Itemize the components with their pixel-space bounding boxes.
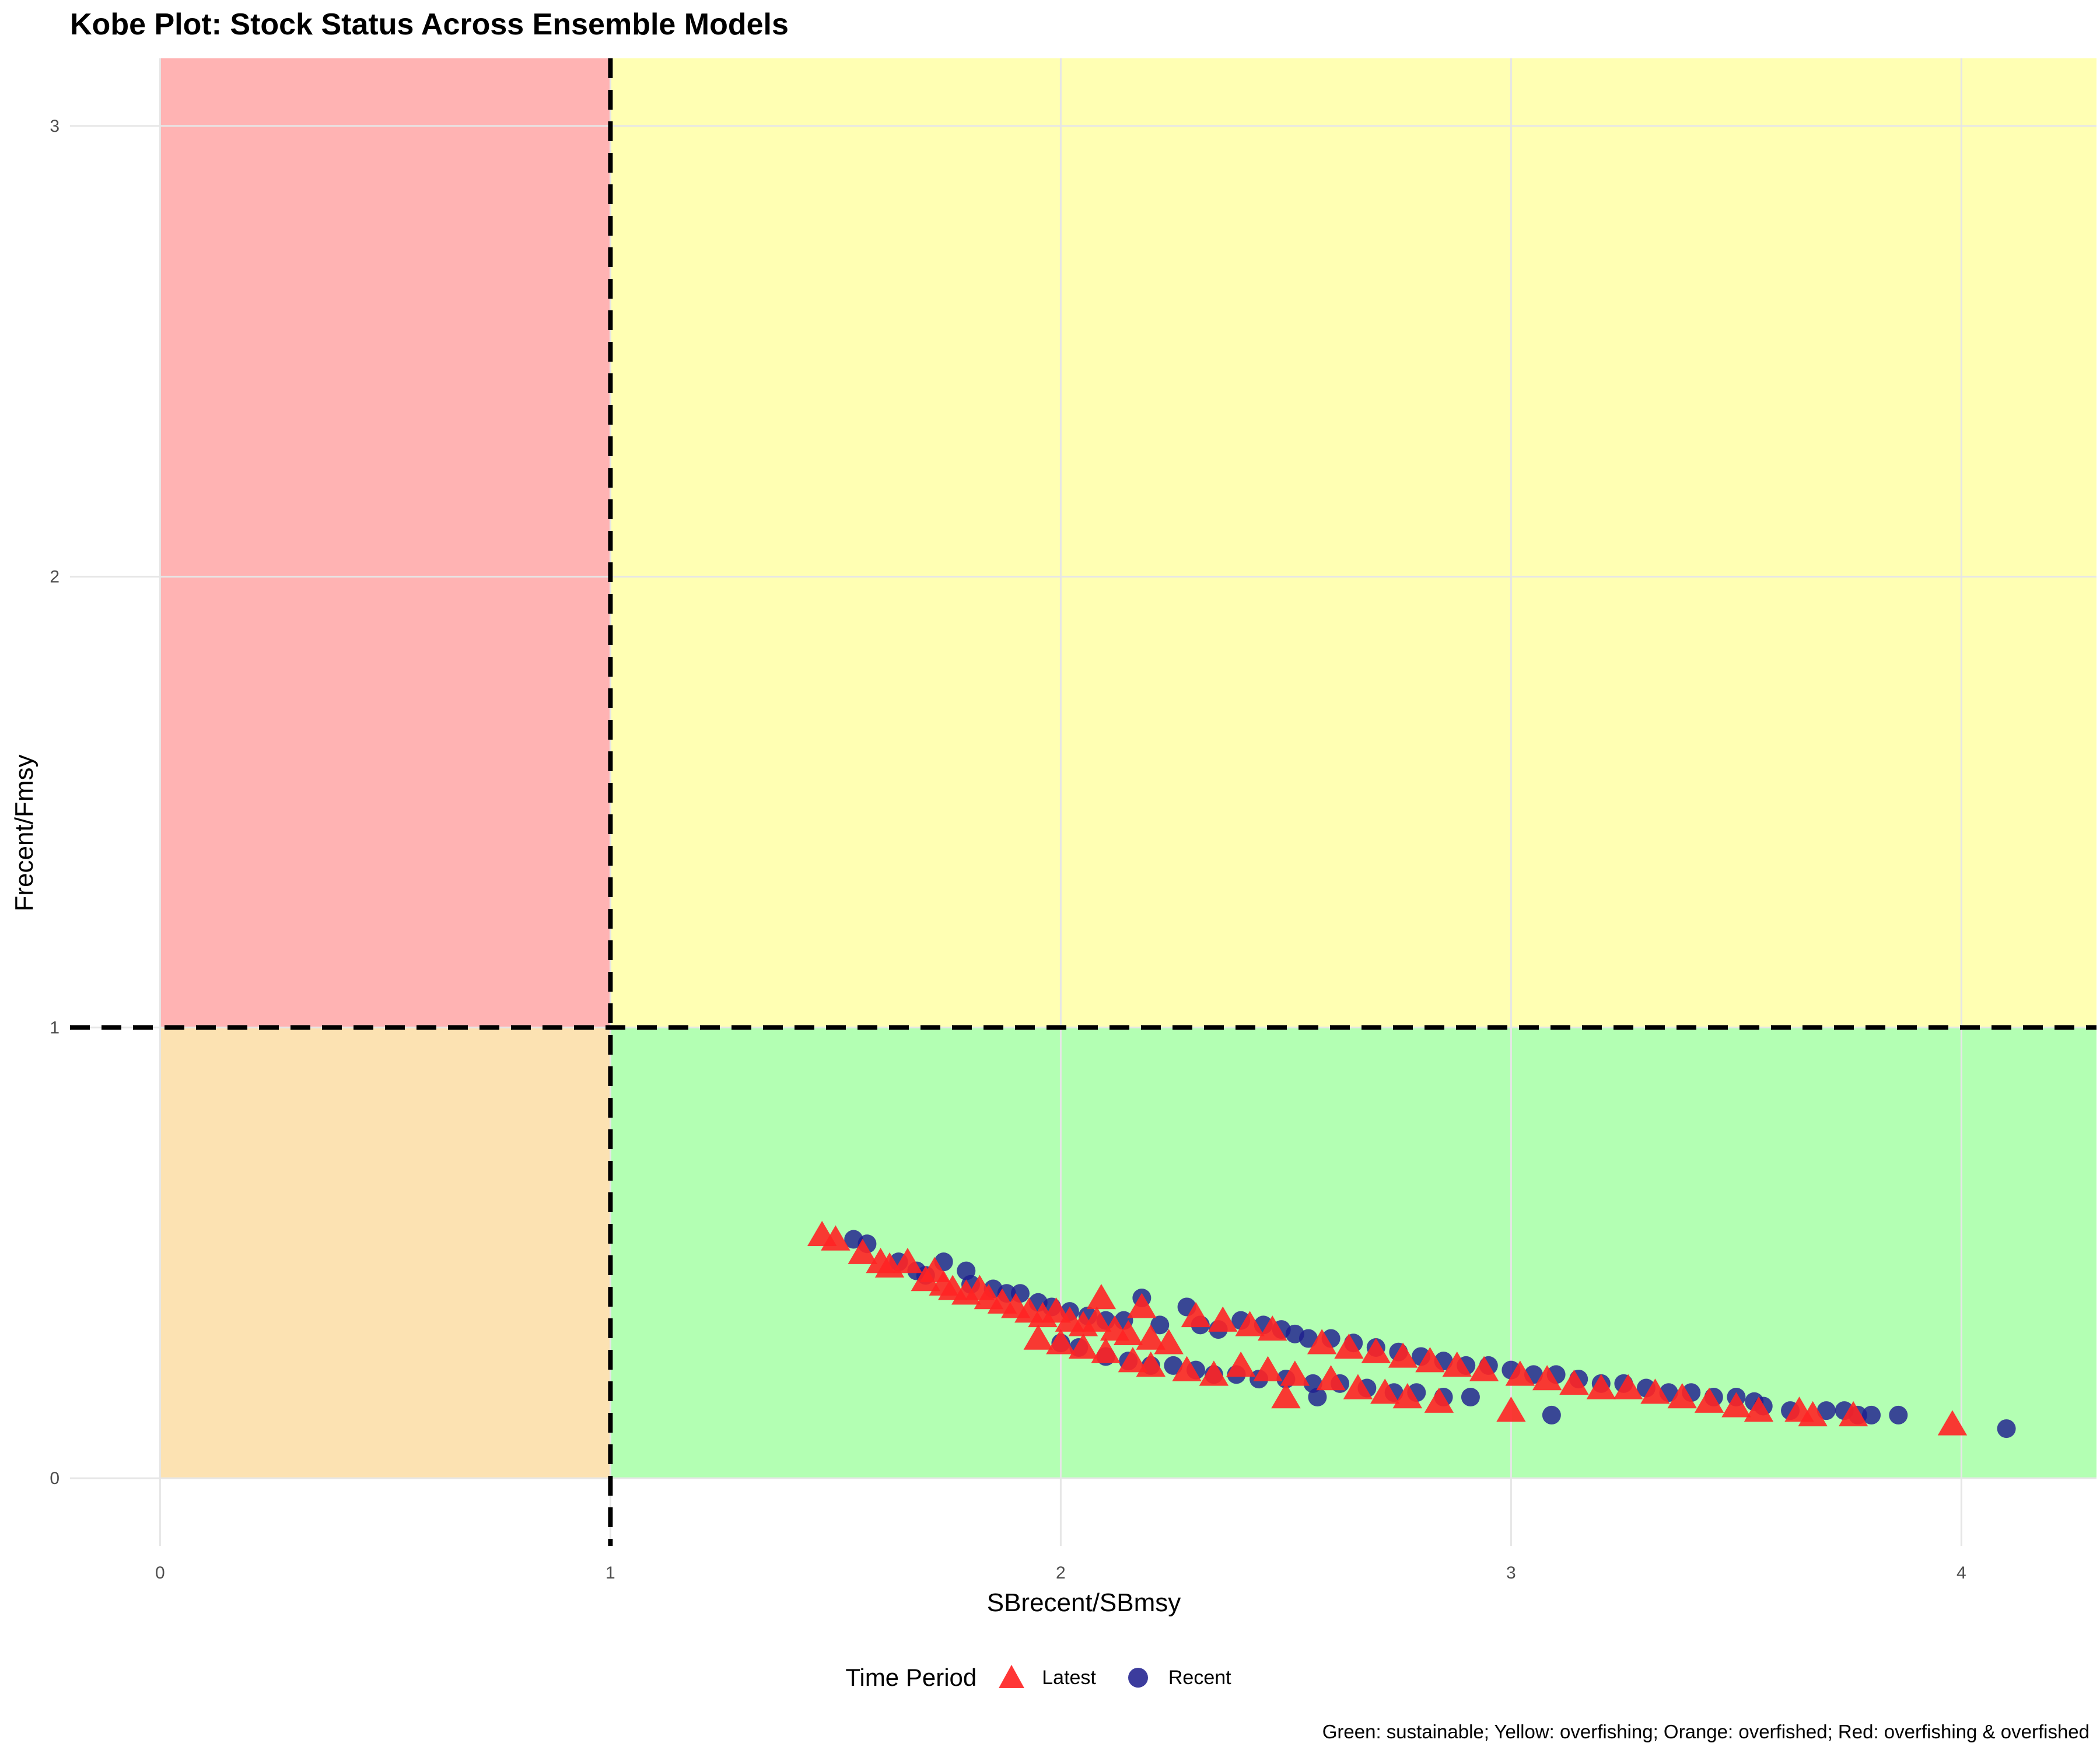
point-latest	[1136, 1324, 1166, 1350]
data-points	[807, 1220, 2016, 1438]
point-latest	[1258, 1315, 1287, 1341]
point-latest	[1415, 1347, 1445, 1373]
point-latest	[1208, 1306, 1238, 1332]
point-latest	[1613, 1374, 1643, 1399]
point-latest	[1721, 1392, 1751, 1418]
point-latest	[1127, 1293, 1157, 1318]
zone-overfishing-overfished	[160, 58, 611, 1028]
point-latest	[1388, 1342, 1418, 1368]
x-tick-label: 3	[1506, 1563, 1516, 1583]
point-latest	[1334, 1334, 1364, 1359]
triangle-marker-icon	[999, 1665, 1025, 1688]
legend: Time Period Latest Recent	[0, 1654, 2100, 1701]
legend-item-recent: Recent	[1119, 1659, 1231, 1696]
point-recent	[1150, 1315, 1170, 1335]
y-tick-label: 1	[50, 1018, 60, 1037]
point-latest	[892, 1248, 923, 1273]
point-latest	[1640, 1378, 1670, 1404]
y-tick-label: 3	[50, 117, 60, 136]
point-latest	[1496, 1396, 1526, 1422]
point-latest	[1046, 1329, 1076, 1354]
point-latest	[1316, 1365, 1346, 1391]
point-latest	[1086, 1284, 1116, 1310]
point-latest	[1023, 1324, 1053, 1350]
caption: Green: sustainable; Yellow: overfishing;…	[1322, 1721, 2090, 1742]
y-tick-label: 0	[50, 1469, 60, 1488]
point-latest	[1172, 1356, 1202, 1381]
point-latest	[1280, 1360, 1310, 1386]
y-axis-ticks: 0 1 2 3	[50, 117, 60, 1488]
point-latest	[1586, 1374, 1616, 1399]
point-latest	[1136, 1351, 1166, 1377]
point-latest	[1392, 1383, 1423, 1409]
point-latest	[821, 1225, 850, 1251]
point-latest	[1118, 1347, 1148, 1373]
point-recent	[1889, 1405, 1908, 1424]
x-axis-title: SBrecent/SBmsy	[987, 1588, 1181, 1617]
point-latest	[1694, 1387, 1724, 1413]
point-latest	[1798, 1401, 1828, 1427]
point-recent	[1542, 1405, 1561, 1424]
reference-lines	[70, 58, 2096, 1546]
point-latest	[1667, 1383, 1697, 1409]
legend-label-latest: Latest	[1042, 1666, 1096, 1689]
point-recent	[1817, 1401, 1836, 1420]
point-latest	[1532, 1365, 1562, 1391]
point-recent	[1997, 1419, 2016, 1438]
point-latest	[1091, 1338, 1121, 1363]
stock-status-zones	[160, 58, 2097, 1479]
zone-overfishing	[610, 58, 2097, 1028]
point-latest	[1181, 1301, 1211, 1328]
point-latest	[1442, 1351, 1472, 1377]
x-tick-label: 4	[1957, 1563, 1966, 1583]
point-latest	[1559, 1369, 1589, 1395]
x-tick-label: 0	[155, 1563, 165, 1583]
point-latest	[1235, 1311, 1265, 1336]
x-tick-label: 2	[1056, 1563, 1066, 1583]
legend-title: Time Period	[845, 1664, 977, 1691]
point-latest	[1068, 1334, 1098, 1359]
y-tick-label: 2	[50, 568, 60, 587]
point-latest	[1226, 1351, 1256, 1377]
point-latest	[1154, 1329, 1184, 1354]
point-latest	[1838, 1401, 1868, 1427]
point-latest	[1114, 1320, 1143, 1346]
point-latest	[1041, 1297, 1071, 1323]
point-latest	[1307, 1329, 1337, 1354]
point-latest	[1343, 1374, 1373, 1399]
x-tick-label: 1	[606, 1563, 615, 1583]
point-latest	[1271, 1383, 1301, 1409]
point-recent	[1461, 1388, 1480, 1406]
point-recent	[1299, 1329, 1318, 1348]
x-axis-ticks: 0 1 2 3 4	[155, 1563, 1966, 1583]
y-axis-title: Frecent/Fmsy	[10, 755, 38, 912]
point-latest	[1082, 1306, 1112, 1332]
point-latest	[1424, 1387, 1454, 1413]
zone-overfished	[160, 1027, 611, 1479]
point-latest	[1361, 1338, 1391, 1363]
point-latest	[848, 1238, 877, 1264]
point-latest	[1370, 1378, 1400, 1404]
circle-marker-icon	[1128, 1668, 1148, 1688]
point-recent	[1862, 1405, 1881, 1424]
point-recent	[1164, 1356, 1183, 1375]
point-latest	[1199, 1360, 1229, 1386]
point-latest	[1744, 1396, 1774, 1422]
legend-label-recent: Recent	[1168, 1666, 1231, 1689]
point-recent	[1308, 1388, 1327, 1406]
chart-title: Kobe Plot: Stock Status Across Ensemble …	[70, 8, 789, 41]
point-latest	[1469, 1356, 1499, 1381]
point-latest	[1253, 1356, 1283, 1381]
legend-item-latest: Latest	[993, 1659, 1096, 1696]
point-latest	[1505, 1360, 1535, 1386]
point-latest	[1937, 1410, 1968, 1436]
